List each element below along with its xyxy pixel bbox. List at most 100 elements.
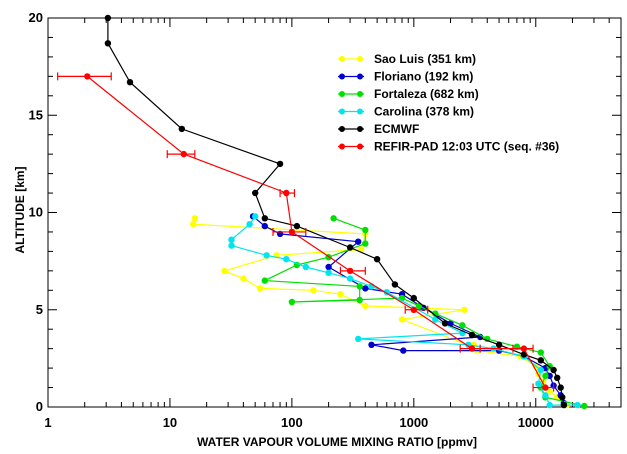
legend-swatch-marker: [339, 56, 345, 62]
y-tick-label: 20: [29, 10, 43, 25]
legend-swatch-marker: [357, 91, 363, 97]
data-point: [277, 161, 283, 167]
data-point: [192, 215, 198, 221]
legend-swatch-marker: [357, 126, 363, 132]
data-point: [459, 322, 465, 328]
data-point: [325, 270, 331, 276]
legend-entry-label: REFIR-PAD 12:03 UTC (seq. #36): [374, 140, 559, 154]
legend-swatch-marker: [339, 74, 345, 80]
data-point: [240, 275, 246, 281]
legend-swatch-marker: [357, 144, 363, 150]
data-point: [461, 307, 467, 313]
data-point: [294, 223, 300, 229]
data-point: [392, 281, 398, 287]
data-point: [559, 394, 565, 400]
y-tick-label: 5: [36, 302, 43, 317]
data-point: [262, 223, 268, 229]
data-point: [558, 384, 564, 390]
data-point: [347, 244, 353, 250]
data-point: [263, 252, 269, 258]
legend-swatch-marker: [357, 74, 363, 80]
axes: 1 10 100 1000 10000 0 5 10 15 20: [29, 10, 621, 430]
data-point: [368, 342, 374, 348]
data-point: [221, 268, 227, 274]
data-point: [374, 256, 380, 262]
x-tick-label: 1: [44, 415, 51, 430]
data-point: [550, 367, 556, 373]
data-point: [303, 264, 309, 270]
legend-swatch-marker: [339, 109, 345, 115]
data-point: [496, 342, 502, 348]
x-tick-label: 100: [281, 415, 303, 430]
y-axis-title: ALTITUDE [km]: [13, 166, 27, 253]
legend-swatch-marker: [339, 91, 345, 97]
y-tick-label: 10: [29, 205, 43, 220]
data-point: [547, 402, 553, 408]
y-tick-label: 0: [36, 399, 43, 414]
series-0: [190, 215, 570, 408]
data-point: [252, 213, 258, 219]
data-point: [411, 307, 417, 313]
data-point: [362, 227, 368, 233]
data-point: [337, 291, 343, 297]
data-point: [542, 373, 548, 379]
x-tick-label: 10000: [518, 415, 554, 430]
legend-swatch-marker: [339, 126, 345, 132]
data-point: [262, 277, 268, 283]
data-point: [283, 256, 289, 262]
y-tick-label: 15: [29, 107, 43, 122]
series-line: [193, 218, 567, 405]
data-point: [362, 285, 368, 291]
data-point: [538, 349, 544, 355]
data-point: [400, 347, 406, 353]
data-point: [521, 345, 527, 351]
data-point: [181, 151, 187, 157]
data-point: [310, 287, 316, 293]
data-point: [538, 357, 544, 363]
data-point: [252, 190, 258, 196]
series-layer: [58, 15, 588, 409]
series-5: [58, 72, 554, 391]
data-point: [362, 240, 368, 246]
data-point: [283, 190, 289, 196]
legend-entry-label: Sao Luis (351 km): [374, 52, 476, 66]
data-point: [179, 126, 185, 132]
data-point: [357, 283, 363, 289]
plot-frame: [48, 18, 621, 407]
series-line: [232, 216, 578, 405]
data-point: [228, 242, 234, 248]
x-axis-title: WATER VAPOUR VOLUME MIXING RATIO [ppmv]: [197, 435, 477, 449]
data-point: [554, 375, 560, 381]
legend-entry-label: Carolina (378 km): [374, 105, 474, 119]
data-point: [190, 221, 196, 227]
data-point: [289, 229, 295, 235]
data-point: [411, 295, 417, 301]
data-point: [542, 392, 548, 398]
data-point: [469, 345, 475, 351]
data-point: [330, 215, 336, 221]
series-3: [228, 213, 580, 408]
data-point: [399, 316, 405, 322]
data-point: [105, 40, 111, 46]
data-point: [535, 381, 541, 387]
legend-entry-label: ECMWF: [374, 122, 419, 136]
data-point: [362, 303, 368, 309]
data-point: [561, 402, 567, 408]
legend-swatch-marker: [357, 56, 363, 62]
data-point: [257, 285, 263, 291]
data-point: [289, 299, 295, 305]
data-point: [228, 237, 234, 243]
legend-entry-label: Floriano (192 km): [374, 70, 473, 84]
data-point: [542, 384, 548, 390]
data-point: [355, 336, 361, 342]
data-point: [127, 79, 133, 85]
data-point: [262, 215, 268, 221]
data-point: [325, 264, 331, 270]
data-point: [84, 73, 90, 79]
data-point: [357, 297, 363, 303]
series-line: [87, 76, 545, 387]
data-point: [442, 320, 448, 326]
data-point: [581, 403, 587, 409]
data-point: [538, 367, 544, 373]
